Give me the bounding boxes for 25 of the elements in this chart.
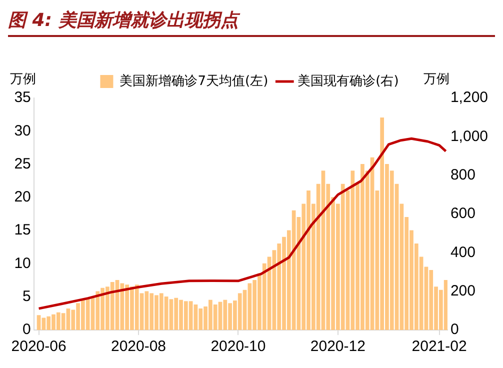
y2-axis-title: 万例: [423, 72, 450, 87]
y-tick-label: 30: [14, 122, 31, 140]
x-tick-label: 2020-12: [310, 338, 366, 356]
y-tick-label: 15: [14, 222, 31, 239]
y2-tick-label: 200: [450, 282, 476, 300]
y2-tick-label: 0: [450, 321, 459, 338]
x-tick-label: 2020-10: [210, 338, 266, 356]
y-axis-title: 万例: [10, 72, 36, 87]
x-tick-label: 2020-06: [11, 338, 66, 356]
legend-label: 美国现有确诊(右): [298, 72, 399, 89]
legend-label: 美国新增确诊7天均值(左): [120, 72, 268, 89]
chart-title: 图 4: 美国新增就诊出现拐点: [8, 9, 242, 33]
y2-tick-label: 400: [450, 244, 476, 261]
x-tick-label: 2020-08: [110, 338, 166, 356]
y-tick-label: 35: [14, 89, 31, 106]
y2-tick-label: 1,000: [450, 128, 488, 145]
y-tick-label: 10: [14, 254, 31, 272]
y-tick-label: 25: [14, 155, 31, 172]
y-tick-label: 0: [22, 321, 31, 338]
y-tick-label: 20: [14, 188, 31, 206]
y2-tick-label: 1,200: [450, 89, 488, 106]
y2-tick-label: 800: [450, 166, 476, 184]
x-tick-label: 2021-02: [412, 338, 467, 356]
y2-tick-label: 600: [450, 205, 476, 222]
y-tick-label: 5: [22, 288, 31, 305]
